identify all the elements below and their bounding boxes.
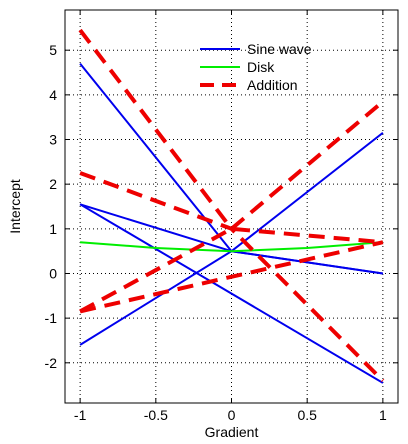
addition-line: [79, 171, 385, 383]
sine-wave-line: [79, 203, 384, 384]
legend: Sine wave Disk Addition: [200, 41, 312, 93]
x-tick-label: -0.5: [144, 407, 168, 423]
series-layer: [78, 28, 385, 384]
x-tick-label: -1: [74, 407, 87, 423]
addition-line: [79, 240, 384, 314]
disk-line: [80, 241, 383, 253]
y-tick-label: 2: [49, 176, 57, 192]
legend-label: Disk: [247, 59, 275, 75]
y-tick-label: 3: [49, 132, 57, 148]
y-tick-label: -1: [45, 310, 58, 326]
addition-line: [78, 28, 385, 231]
y-tick-label: 1: [49, 221, 57, 237]
y-tick-label: 4: [49, 87, 57, 103]
x-tick-label: 1: [379, 407, 387, 423]
grid: [65, 10, 398, 403]
legend-label: Addition: [247, 77, 298, 93]
y-tick-label: -2: [45, 355, 58, 371]
legend-label: Sine wave: [247, 41, 312, 57]
x-axis-label: Gradient: [205, 424, 259, 440]
y-tick-label: 0: [49, 265, 57, 281]
y-axis-label: Intercept: [7, 179, 23, 234]
ticks: -1 -0.5 0 0.5 1 -2 -1 0 1 2 3 4 5: [45, 10, 398, 423]
x-tick-label: 0: [228, 407, 236, 423]
y-tick-label: 5: [49, 42, 57, 58]
addition-line: [79, 226, 384, 314]
x-tick-label: 0.5: [297, 407, 317, 423]
